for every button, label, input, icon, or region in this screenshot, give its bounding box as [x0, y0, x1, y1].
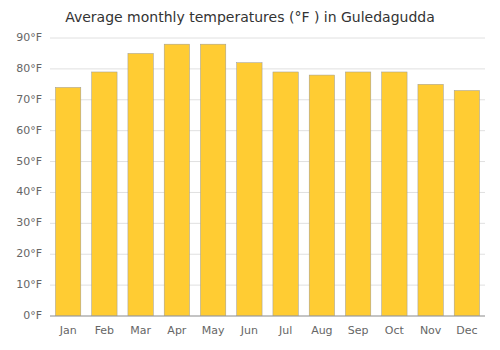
bars: [55, 44, 479, 316]
bar: [164, 44, 189, 316]
x-tick-label: Jun: [240, 324, 258, 337]
y-tick-label: 70°F: [16, 93, 42, 106]
x-tick-label: May: [202, 324, 225, 337]
bar: [92, 72, 117, 316]
bar: [200, 44, 225, 316]
bar: [128, 53, 153, 316]
x-tick-label: Dec: [456, 324, 477, 337]
y-tick-label: 0°F: [23, 309, 42, 322]
y-tick-label: 60°F: [16, 124, 42, 137]
bar: [382, 72, 407, 316]
x-tick-label: Oct: [385, 324, 405, 337]
title: Average monthly temperatures (°F ) in Gu…: [65, 9, 435, 25]
grid-line: [50, 316, 485, 317]
y-tick-label: 30°F: [16, 216, 42, 229]
x-tick-label: Apr: [167, 324, 187, 337]
y-tick-label: 80°F: [16, 62, 42, 75]
y-tick-label: 20°F: [16, 247, 42, 260]
x-axis: Jan Feb Mar Apr May Jun Jul Aug Sep Oct Nov Dec: [59, 324, 478, 337]
bar: [273, 72, 298, 316]
grid-line: [50, 68, 485, 69]
y-axis: 0°F 10°F 20°F 30°F 40°F 50°F 60°F 70°F 80°F 90°F: [16, 31, 42, 322]
grid-line: [50, 38, 485, 39]
x-tick-label: Nov: [420, 324, 442, 337]
bar: [309, 75, 334, 316]
x-tick-label: Jan: [59, 324, 77, 337]
bar: [345, 72, 370, 316]
x-tick-label: Mar: [130, 324, 151, 337]
x-tick-label: Feb: [95, 324, 114, 337]
chart: Average monthly temperatures (°F ) in Gu…: [0, 0, 500, 350]
y-tick-label: 50°F: [16, 155, 42, 168]
bar: [454, 91, 479, 316]
x-axis-line: [50, 316, 485, 317]
y-tick-label: 10°F: [16, 278, 42, 291]
bar: [55, 87, 80, 316]
y-tick-label: 90°F: [16, 31, 42, 44]
y-tick-label: 40°F: [16, 185, 42, 198]
grid: [50, 38, 485, 316]
x-tick-label: Jul: [278, 324, 292, 337]
x-tick-label: Aug: [311, 324, 332, 337]
bar: [237, 63, 262, 316]
x-tick-label: Sep: [348, 324, 369, 337]
bar: [418, 84, 443, 316]
